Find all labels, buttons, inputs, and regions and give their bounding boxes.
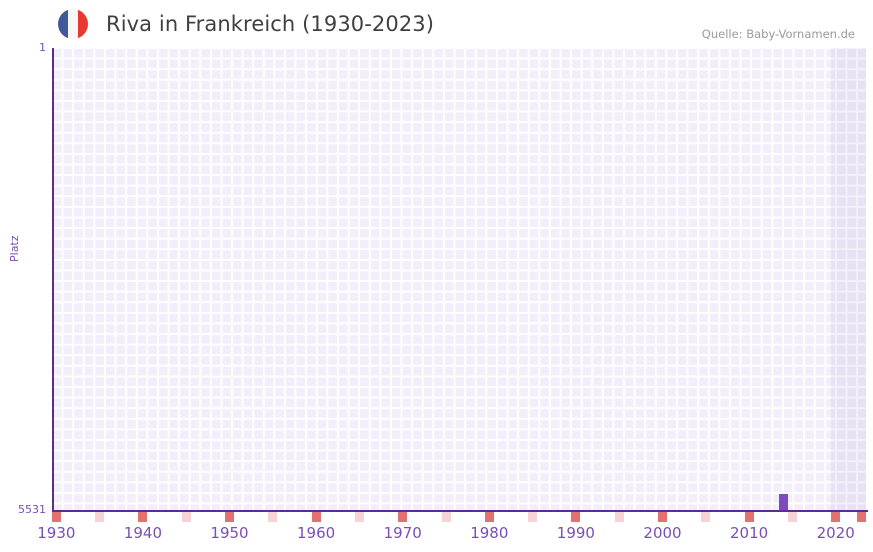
x-tick-label-1950: 1950 [210,524,249,542]
x-tick-mark-1985 [528,512,538,522]
x-tick-mark-2015 [787,512,797,522]
x-tick-mark-1970 [398,512,408,522]
bar-2014[interactable] [779,494,789,511]
x-tick-label-1960: 1960 [297,524,336,542]
x-tick-label-1980: 1980 [470,524,509,542]
x-tick-label-1990: 1990 [556,524,595,542]
x-tick-mark-1935 [95,512,105,522]
x-tick-mark-1950 [225,512,235,522]
x-tick-mark-1955 [268,512,278,522]
x-tick-label-2010: 2010 [730,524,769,542]
france-flag-icon [58,9,88,39]
x-tick-mark-2005 [701,512,711,522]
y-axis-line [52,48,54,511]
x-tick-mark-1960 [311,512,321,522]
x-axis-line [52,510,868,512]
x-tick-mark-1940 [138,512,148,522]
y-tick-label-top: 1 [39,41,46,54]
x-tick-mark-1995 [614,512,624,522]
x-tick-mark-2000 [658,512,667,522]
x-tick-label-1940: 1940 [123,524,163,542]
y-axis-title: Platz [8,235,21,262]
source-label: Quelle: Baby-Vornamen.de [701,27,855,41]
flag-band-white [67,9,78,39]
x-tick-mark-2023 [857,512,867,522]
x-tick-mark-1930 [51,512,61,522]
x-tick-mark-1980 [484,512,494,522]
chart-header: Riva in Frankreich (1930-2023) Quelle: B… [0,0,873,48]
shaded-region [831,48,866,511]
x-tick-label-2000: 2000 [643,524,682,542]
flag-band-blue [58,9,68,39]
x-tick-label-2020: 2020 [816,524,855,542]
x-tick-label-1970: 1970 [383,524,422,542]
x-tick-mark-2020 [831,512,841,522]
x-tick-label-1930: 1930 [37,524,76,542]
x-tick-mark-1975 [441,512,451,522]
plot-area [52,48,866,511]
x-tick-mark-2010 [744,512,754,522]
chart-title: Riva in Frankreich (1930-2023) [106,12,435,36]
x-tick-mark-1990 [571,512,581,522]
flag-band-red [77,9,88,39]
y-tick-label-bottom: 5531 [18,503,46,516]
x-tick-mark-1945 [181,512,191,522]
x-tick-mark-1965 [354,512,364,522]
grid-lines [52,48,866,511]
